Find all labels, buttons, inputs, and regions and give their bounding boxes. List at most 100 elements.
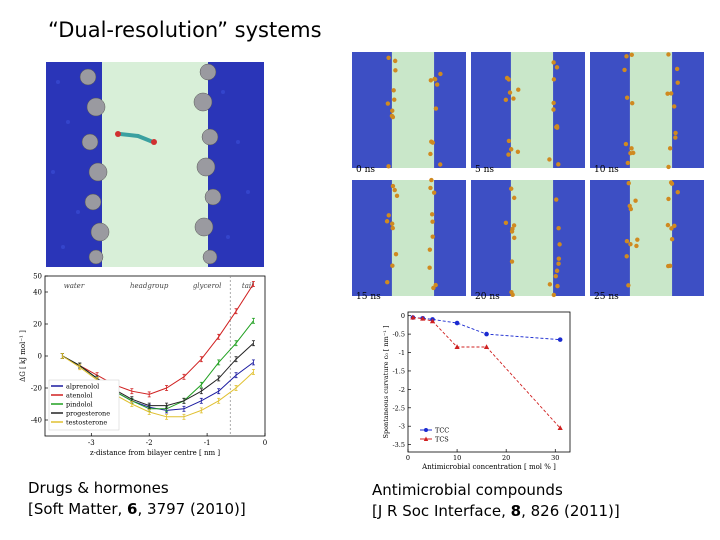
compound-marker <box>390 108 395 113</box>
x-tick-label: -3 <box>88 439 95 447</box>
compound-marker <box>510 292 515 298</box>
panel-lipid-left <box>471 52 511 168</box>
left-citation-suffix: , 3797 (2010)] <box>137 500 246 518</box>
compound-marker <box>666 164 671 170</box>
x-tick-label: 0 <box>263 439 267 447</box>
y-axis-label: Spontaneous curvature c₀ [ nm⁻¹ ] <box>382 326 390 439</box>
compound-marker <box>512 235 517 241</box>
compound-marker <box>394 193 400 199</box>
snapshot-panel <box>352 52 466 169</box>
compound-marker <box>386 213 391 218</box>
compound-marker <box>557 242 562 247</box>
left-caption-line1: Drugs & hormones <box>28 479 169 497</box>
compound-marker <box>506 77 512 82</box>
compound-marker <box>429 139 434 144</box>
y-tick-label: 50 <box>33 273 42 281</box>
compound-marker <box>630 100 635 106</box>
y-tick-label: -3.5 <box>392 441 405 449</box>
compound-marker <box>666 196 671 202</box>
compound-marker <box>629 146 634 151</box>
region-label: water <box>64 282 85 290</box>
compound-marker <box>547 157 552 162</box>
compound-marker <box>551 292 557 298</box>
snapshot-label-0: 0 ns <box>356 165 376 175</box>
compound-marker <box>556 261 561 266</box>
compound-marker <box>635 237 640 242</box>
data-point <box>557 425 563 431</box>
series-line <box>412 317 561 341</box>
right-caption: Antimicrobial compounds [J R Soc Interfa… <box>372 480 620 522</box>
compound-marker <box>634 243 639 249</box>
compound-marker <box>429 212 435 217</box>
compound-marker <box>625 160 631 166</box>
y-tick-label: -3 <box>399 423 405 431</box>
compound-marker <box>556 226 561 231</box>
compound-marker <box>623 141 629 147</box>
compound-marker <box>389 113 395 119</box>
panel-lipid-left <box>352 180 392 296</box>
legend-label: TCS <box>435 436 449 444</box>
right-citation-suffix: , 826 (2011)] <box>521 502 620 520</box>
compound-marker <box>506 138 512 144</box>
compound-marker <box>512 195 517 201</box>
compound-marker <box>551 100 556 106</box>
panel-lipid-right <box>672 180 704 296</box>
compound-marker <box>430 234 435 239</box>
compound-marker <box>673 130 678 136</box>
compound-marker <box>666 263 671 269</box>
left-caption: Drugs & hormones [Soft Matter, 6, 3797 (… <box>28 478 246 520</box>
data-point <box>454 320 460 326</box>
data-point <box>483 344 490 349</box>
compound-marker <box>433 282 438 288</box>
compound-marker <box>626 180 631 186</box>
compound-marker <box>669 91 674 96</box>
y-tick-label: -1.5 <box>392 367 405 375</box>
legend-label: TCC <box>435 427 449 435</box>
snapshot-label-1: 5 ns <box>475 165 495 175</box>
compound-marker <box>428 78 434 83</box>
y-axis-label: ΔG [ kJ mol⁻¹ ] <box>19 330 27 382</box>
compound-marker <box>626 283 631 288</box>
snapshot-label-4: 20 ns <box>475 292 500 302</box>
series-line <box>62 342 254 407</box>
compound-marker <box>556 256 562 261</box>
snapshot-panel <box>471 52 585 168</box>
region-label: tail <box>242 282 253 290</box>
series-line <box>412 317 561 429</box>
y-tick-label: 0 <box>38 353 42 361</box>
x-tick-label: 20 <box>502 454 510 462</box>
compound-marker <box>511 96 516 101</box>
compound-marker <box>427 265 432 270</box>
compound-marker <box>431 190 437 195</box>
series-line <box>62 283 254 395</box>
compound-marker <box>434 82 440 87</box>
x-tick-label: -1 <box>204 439 211 447</box>
data-point <box>557 337 563 342</box>
compound-marker <box>438 162 443 167</box>
panel-lipid-right <box>434 52 466 168</box>
data-point <box>410 314 416 320</box>
panel-lipid-right <box>434 180 466 296</box>
compound-marker <box>390 183 396 189</box>
compound-marker <box>629 52 634 57</box>
compound-marker <box>628 241 633 247</box>
compound-marker <box>554 65 560 70</box>
compound-marker <box>673 135 678 140</box>
compound-marker <box>627 203 632 209</box>
region-label: glycerol <box>193 282 222 290</box>
compound-marker <box>515 149 521 155</box>
compound-marker <box>675 189 680 195</box>
compound-marker <box>633 198 638 203</box>
compound-marker <box>672 223 677 229</box>
compound-marker <box>666 52 671 57</box>
compound-marker <box>393 251 399 257</box>
compound-marker <box>390 225 395 231</box>
spontaneous-curvature-plot: 0-0.5-1-1.5-2-2.5-3-3.50 10 20 30Antimicrob… <box>378 308 578 480</box>
compound-marker <box>392 97 397 102</box>
compound-marker <box>511 223 517 228</box>
plot-frame <box>407 311 571 453</box>
legend-label: testosterone <box>66 419 107 427</box>
y-tick-label: -2.5 <box>392 404 405 412</box>
panel-lipid-right <box>553 52 585 168</box>
snapshot-panel <box>471 180 585 298</box>
